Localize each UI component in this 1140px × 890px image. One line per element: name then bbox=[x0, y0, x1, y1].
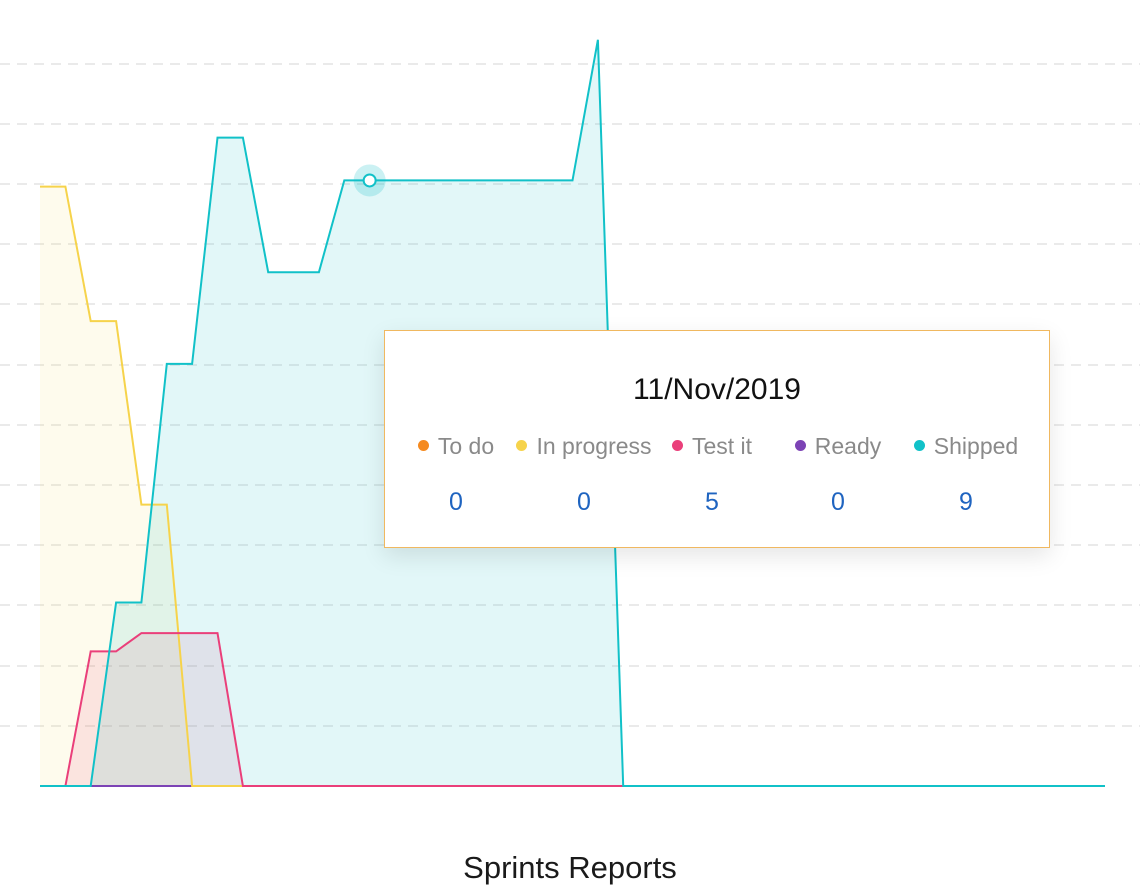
tooltip-item: Ready 0 bbox=[768, 433, 908, 517]
legend-dot-icon bbox=[417, 440, 429, 451]
tooltip-date: 11/Nov/2019 bbox=[633, 373, 801, 406]
hover-marker bbox=[353, 164, 386, 197]
tooltip-item: To do 0 bbox=[386, 433, 526, 517]
tooltip-item-name: Shipped bbox=[933, 433, 1019, 459]
legend-dot-icon bbox=[794, 440, 806, 451]
tooltip-item-label: Test it bbox=[642, 433, 782, 460]
chart-title: Sprints Reports bbox=[463, 850, 677, 885]
legend-dot-icon bbox=[671, 440, 683, 451]
tooltip-item-value: 9 bbox=[959, 488, 973, 516]
tooltip-series-list: To do 0 In progress 0 Test it 5 Ready 0 Shipped 9 bbox=[385, 433, 1049, 523]
tooltip-item-value: 5 bbox=[705, 488, 719, 516]
legend-dot-icon bbox=[516, 440, 528, 451]
hover-marker-point[interactable] bbox=[362, 173, 377, 188]
tooltip-item: Test it 5 bbox=[642, 433, 782, 517]
series-line-shipped bbox=[40, 39, 1105, 787]
tooltip-item-value: 0 bbox=[449, 488, 463, 516]
tooltip-item-name: Test it bbox=[691, 433, 753, 459]
tooltip-item-value: 0 bbox=[577, 488, 591, 516]
chart-tooltip: 11/Nov/2019 To do 0 In progress 0 Test it 5 Re… bbox=[384, 330, 1050, 548]
tooltip-item: Shipped 9 bbox=[896, 433, 1036, 517]
tooltip-item: In progress 0 bbox=[514, 433, 654, 517]
tooltip-item-name: Ready bbox=[814, 433, 882, 459]
legend-dot-icon bbox=[913, 440, 925, 451]
tooltip-item-label: To do bbox=[386, 433, 526, 460]
series-area-test-it bbox=[40, 633, 1105, 786]
tooltip-item-label: Ready bbox=[768, 433, 908, 460]
series-area-in-progress bbox=[40, 186, 1105, 787]
tooltip-item-value: 0 bbox=[831, 488, 845, 516]
tooltip-item-name: In progress bbox=[536, 433, 652, 459]
series-lines bbox=[40, 39, 1105, 787]
tooltip-item-name: To do bbox=[437, 433, 495, 459]
tooltip-item-label: In progress bbox=[514, 433, 654, 460]
tooltip-item-label: Shipped bbox=[896, 433, 1036, 460]
